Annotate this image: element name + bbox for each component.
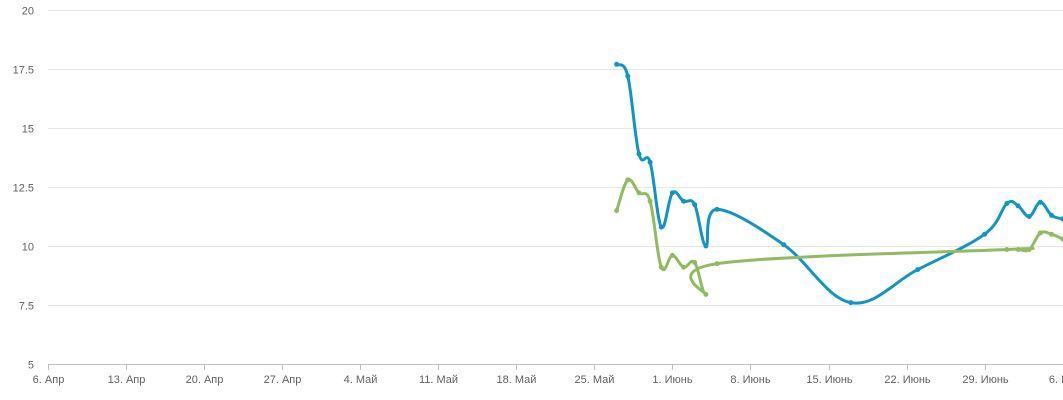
x-axis: 6. Апр 13. Апр 20. Апр 27. Апр 4. Май 11. Май…: [33, 364, 1063, 386]
series-2: [614, 177, 1063, 297]
data-point[interactable]: [714, 206, 720, 212]
data-point[interactable]: [1026, 214, 1032, 219]
x-tick-label: 15. Июнь: [806, 374, 853, 386]
data-point[interactable]: [1015, 203, 1021, 209]
y-tick-label: 15: [22, 124, 34, 136]
series-group: [614, 61, 1063, 306]
data-point[interactable]: [714, 261, 720, 267]
x-tick-label: 6. И...: [1049, 374, 1063, 386]
data-point[interactable]: [692, 202, 698, 208]
data-point[interactable]: [625, 73, 631, 79]
y-tick-label: 17.5: [13, 65, 34, 77]
y-tick-label: 5: [28, 360, 34, 372]
data-point[interactable]: [614, 208, 620, 214]
data-point[interactable]: [703, 291, 709, 297]
x-tick-label: 11. Май: [419, 374, 458, 386]
x-tick-label: 6. Апр: [33, 374, 65, 386]
data-point[interactable]: [982, 231, 988, 237]
data-point[interactable]: [1004, 247, 1010, 252]
y-tick-label: 10: [22, 242, 34, 254]
series-line: [615, 62, 1063, 305]
y-tick-label: 12.5: [13, 183, 34, 195]
data-point[interactable]: [915, 267, 921, 273]
data-point[interactable]: [681, 198, 687, 204]
series-line: [615, 177, 1063, 296]
data-point[interactable]: [614, 61, 620, 67]
data-point[interactable]: [658, 224, 664, 230]
data-point[interactable]: [681, 264, 687, 270]
x-tick-label: 1. Июнь: [652, 374, 692, 386]
y-grid: [48, 10, 1063, 365]
y-tick-label: 7.5: [19, 301, 34, 313]
data-point[interactable]: [1026, 247, 1032, 252]
x-tick-label: 27. Апр: [264, 374, 302, 386]
data-point[interactable]: [669, 190, 675, 196]
data-point[interactable]: [647, 159, 653, 165]
data-point[interactable]: [692, 260, 698, 265]
data-point[interactable]: [781, 242, 787, 248]
series-1: [614, 61, 1063, 306]
data-point[interactable]: [848, 300, 854, 306]
y-tick-label: 20: [22, 6, 34, 18]
data-point[interactable]: [1049, 231, 1054, 237]
data-point[interactable]: [636, 190, 642, 196]
x-tick-label: 4. Май: [344, 374, 378, 386]
data-point[interactable]: [1060, 236, 1063, 242]
y-axis: 5 7.5 10 12.5 15 17.5 20: [13, 6, 34, 372]
data-point[interactable]: [658, 264, 664, 270]
data-point[interactable]: [1004, 201, 1010, 206]
data-point[interactable]: [636, 151, 642, 157]
x-tick-label: 20. Апр: [186, 374, 224, 386]
x-tick-label: 13. Апр: [108, 374, 146, 386]
x-tick-label: 18. Май: [497, 374, 537, 386]
data-point[interactable]: [703, 243, 709, 249]
x-tick-label: 22. Июнь: [884, 374, 931, 386]
data-point[interactable]: [669, 252, 675, 258]
data-point[interactable]: [1015, 247, 1021, 252]
data-point[interactable]: [1037, 199, 1043, 205]
x-tick-label: 8. Июнь: [730, 374, 770, 386]
data-point[interactable]: [1037, 230, 1043, 236]
x-tick-label: 29. Июнь: [962, 374, 1009, 386]
x-tick-label: 25. Май: [575, 374, 615, 386]
data-point[interactable]: [1060, 216, 1063, 222]
data-point[interactable]: [1049, 212, 1054, 218]
data-point[interactable]: [625, 177, 631, 183]
data-point[interactable]: [647, 198, 653, 204]
